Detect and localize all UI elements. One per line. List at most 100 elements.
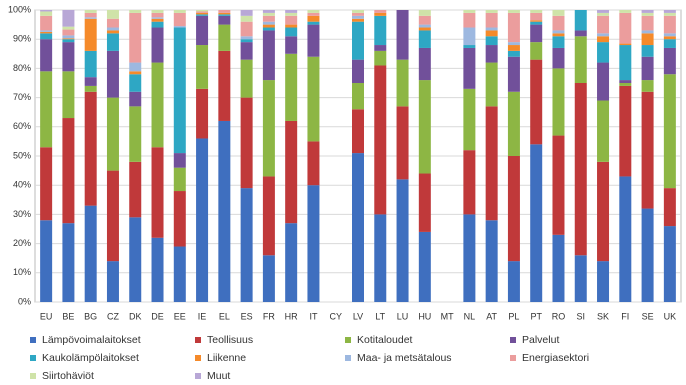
bar-segment — [352, 15, 364, 19]
bar-segment — [552, 68, 565, 136]
bar-segment — [240, 42, 253, 60]
bar-segment — [173, 27, 186, 154]
bar-segment — [641, 10, 654, 13]
x-tick-label: NL — [464, 311, 476, 321]
x-tick-label: DE — [151, 311, 164, 321]
x-tick-label: EU — [40, 311, 53, 321]
bar-segment — [374, 50, 387, 66]
bar-segment — [663, 47, 676, 75]
legend-swatch — [195, 373, 201, 379]
bar-segment — [106, 170, 119, 262]
bar-segment — [262, 10, 275, 13]
bar-segment — [106, 97, 119, 171]
bar-segment — [619, 45, 632, 81]
bar-segment — [485, 30, 498, 37]
bar-segment — [352, 59, 364, 83]
bar-segment — [374, 15, 387, 46]
bar-segment — [530, 20, 543, 22]
bar-segment — [597, 161, 610, 262]
x-tick-label: IT — [309, 311, 318, 321]
legend-swatch — [30, 337, 36, 343]
bar-segment — [262, 27, 275, 31]
bar-segment — [285, 53, 298, 121]
x-tick-label: BE — [62, 311, 74, 321]
bar-segment — [196, 138, 209, 302]
bar-segment — [641, 12, 654, 16]
bar-segment — [619, 10, 632, 13]
bar-segment — [307, 141, 320, 186]
bar-segment — [641, 91, 654, 209]
x-tick-label: EL — [219, 311, 230, 321]
legend-label: Kotitaloudet — [357, 334, 413, 346]
legend-label: Siirtohäviöt — [42, 370, 94, 382]
bar-segment — [129, 71, 142, 75]
y-tick-label: 50% — [13, 150, 31, 160]
bar-segment — [151, 27, 164, 63]
legend-label: Liikenne — [207, 352, 246, 364]
bar-segment — [641, 30, 654, 34]
bar-segment — [530, 42, 543, 60]
x-tick-label: PL — [508, 311, 519, 321]
bar-segment — [597, 42, 610, 63]
bar-segment — [552, 15, 565, 31]
legend-swatch — [195, 337, 201, 343]
bar-segment — [396, 59, 409, 107]
bar-segment — [106, 50, 119, 98]
x-tick-label: EE — [174, 311, 186, 321]
bar-segment — [285, 36, 298, 54]
bar-segment — [507, 45, 520, 51]
bar-segment — [418, 10, 431, 16]
bar-segment — [507, 50, 520, 57]
bar-segment — [262, 21, 275, 25]
legend-swatch — [30, 355, 36, 361]
legend-label: Maa- ja metsätalous — [357, 352, 452, 364]
y-tick-label: 80% — [13, 63, 31, 73]
bar-segment — [106, 33, 119, 51]
bar-segment — [663, 33, 676, 37]
legend-label: Energiasektori — [522, 352, 589, 364]
y-tick-label: 10% — [13, 267, 31, 277]
bar-segment — [552, 135, 565, 235]
legend-label: Kaukolämpölaitokset — [42, 352, 139, 364]
x-tick-label: FR — [263, 311, 275, 321]
x-tick-label: SK — [597, 311, 609, 321]
bar-segment — [374, 12, 387, 16]
bar-segment — [218, 120, 231, 303]
bar-segment — [418, 173, 431, 232]
bar-segment — [129, 62, 142, 72]
bar-segment — [619, 12, 632, 44]
x-tick-label: CY — [329, 311, 342, 321]
bar-segment — [463, 12, 476, 28]
bar-segment — [597, 10, 610, 13]
bar-segment — [84, 205, 97, 302]
bar-segment — [463, 45, 476, 48]
bar-segment — [240, 59, 253, 98]
bar-segment — [129, 161, 142, 218]
bar-segment — [62, 71, 75, 119]
bar-segment — [485, 220, 498, 302]
bar-segment — [597, 36, 610, 43]
bar-segment — [597, 33, 610, 37]
x-tick-label: AT — [486, 311, 497, 321]
bar-segment — [307, 12, 320, 16]
bar-segment — [218, 50, 231, 121]
bar-segment — [552, 10, 565, 16]
bar-segment — [173, 153, 186, 168]
x-tick-label: MT — [441, 311, 454, 321]
legend-label: Muut — [207, 370, 230, 382]
bar-segment — [663, 39, 676, 48]
bar-segment — [507, 156, 520, 262]
bar-segment — [40, 10, 53, 12]
bar-segment — [552, 234, 565, 302]
bar-segment — [129, 12, 142, 63]
bar-segment — [173, 246, 186, 302]
bar-segment — [173, 10, 186, 13]
bar-segment — [597, 15, 610, 34]
bar-segment — [485, 62, 498, 107]
bar-segment — [262, 15, 275, 22]
x-tick-label: RO — [552, 311, 566, 321]
bar-segment — [507, 261, 520, 302]
bar-segment — [173, 191, 186, 247]
x-tick-label: BG — [84, 311, 97, 321]
bar-segment — [619, 80, 632, 83]
